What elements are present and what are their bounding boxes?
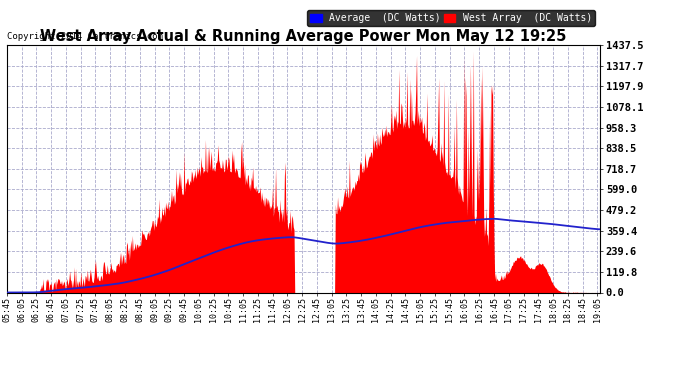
Legend: Average  (DC Watts), West Array  (DC Watts): Average (DC Watts), West Array (DC Watts… <box>307 10 595 26</box>
Text: Copyright 2014 Cartronics.com: Copyright 2014 Cartronics.com <box>7 32 163 41</box>
Title: West Array Actual & Running Average Power Mon May 12 19:25: West Array Actual & Running Average Powe… <box>41 29 566 44</box>
